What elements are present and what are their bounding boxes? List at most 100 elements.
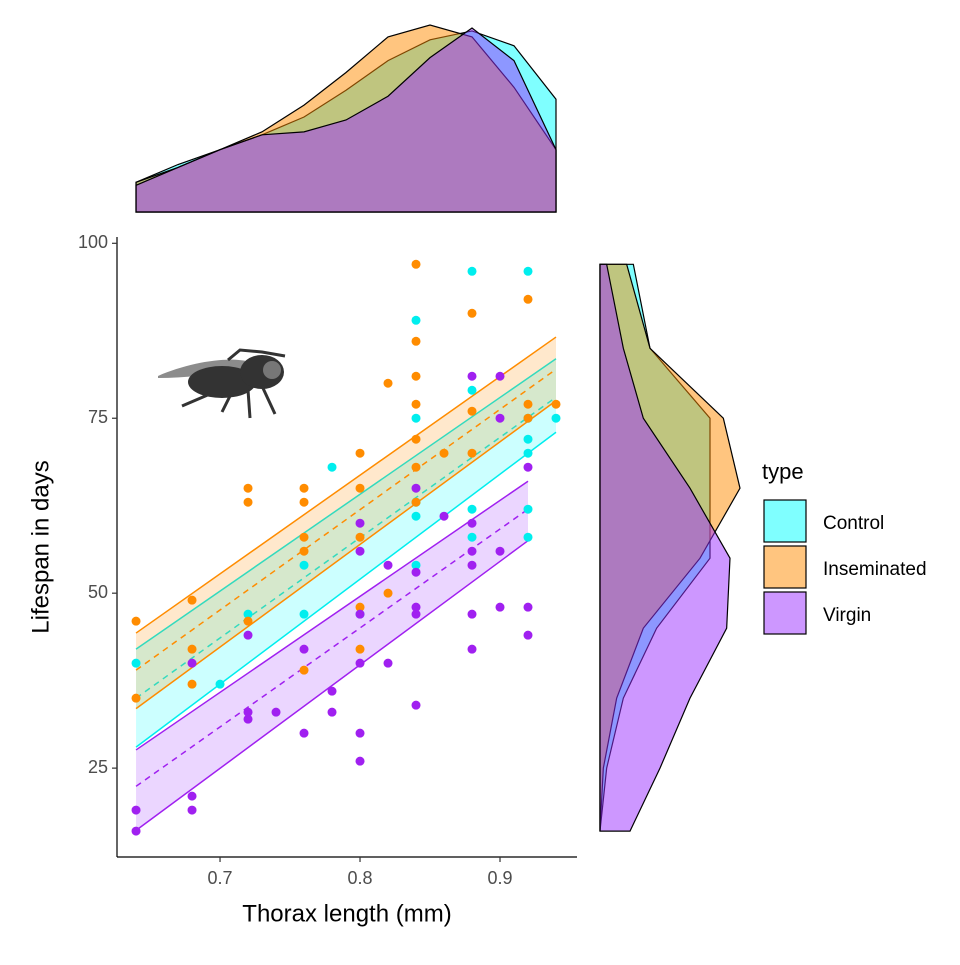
legend-key [763, 591, 807, 635]
point [523, 434, 533, 444]
point [467, 644, 477, 654]
point [411, 462, 421, 472]
point [355, 602, 365, 612]
point [243, 609, 253, 619]
point [467, 518, 477, 528]
legend-label: Control [823, 513, 884, 534]
legend-title: type [762, 459, 804, 484]
point [467, 385, 477, 395]
point [523, 413, 533, 423]
y-tick-label: 75 [88, 407, 108, 427]
legend-label: Virgin [823, 605, 871, 626]
point [355, 448, 365, 458]
point [383, 560, 393, 570]
point [355, 658, 365, 668]
legend-label: Inseminated [823, 559, 927, 580]
point [439, 448, 449, 458]
point [411, 259, 421, 269]
band-edge [135, 540, 529, 832]
band-edge [135, 431, 557, 748]
point [411, 609, 421, 619]
point [187, 805, 197, 815]
fit-line [135, 508, 529, 787]
point [523, 630, 533, 640]
fit-line [135, 368, 557, 671]
point [299, 609, 309, 619]
point [411, 336, 421, 346]
confidence-band [136, 481, 529, 831]
point [411, 602, 421, 612]
point [187, 644, 197, 654]
point [411, 560, 421, 570]
point [411, 371, 421, 381]
point [327, 707, 337, 717]
point [383, 588, 393, 598]
x-axis-title: Thorax length (mm) [242, 900, 451, 927]
confidence-band [136, 358, 557, 748]
point [467, 406, 477, 416]
point [243, 630, 253, 640]
point [551, 413, 561, 423]
point [523, 504, 533, 514]
point [187, 658, 197, 668]
point [495, 602, 505, 612]
point [495, 371, 505, 381]
point [467, 448, 477, 458]
point [187, 791, 197, 801]
point [523, 602, 533, 612]
density-area [135, 27, 557, 213]
point [355, 609, 365, 619]
point [271, 707, 281, 717]
point [523, 399, 533, 409]
point [495, 413, 505, 423]
point [523, 462, 533, 472]
point [327, 686, 337, 696]
point [299, 728, 309, 738]
point [299, 497, 309, 507]
point [355, 532, 365, 542]
point [383, 378, 393, 388]
legend-key [763, 545, 807, 589]
point [411, 315, 421, 325]
point [467, 371, 477, 381]
point [131, 826, 141, 836]
point [411, 413, 421, 423]
x-tick-label: 0.8 [348, 868, 373, 888]
band-edge [135, 480, 529, 751]
point [467, 546, 477, 556]
point [355, 644, 365, 654]
point [523, 266, 533, 276]
point [411, 483, 421, 493]
point [411, 511, 421, 521]
point [243, 497, 253, 507]
point [467, 504, 477, 514]
point [467, 560, 477, 570]
point [131, 658, 141, 668]
point [243, 707, 253, 717]
point [467, 609, 477, 619]
y-tick-label: 50 [88, 582, 108, 602]
point [495, 546, 505, 556]
density-area [599, 263, 731, 832]
fly-icon [158, 348, 286, 419]
point [411, 399, 421, 409]
band-edge [135, 336, 557, 634]
point [299, 483, 309, 493]
x-tick-label: 0.7 [208, 868, 233, 888]
point [439, 511, 449, 521]
point [327, 462, 337, 472]
point [187, 595, 197, 605]
point [355, 546, 365, 556]
point [131, 805, 141, 815]
point [523, 294, 533, 304]
point [411, 497, 421, 507]
band-edge [135, 400, 557, 710]
fit-line [135, 396, 557, 699]
point [411, 700, 421, 710]
point [243, 616, 253, 626]
confidence-band [136, 337, 557, 709]
point [299, 665, 309, 675]
point [187, 679, 197, 689]
point [383, 658, 393, 668]
